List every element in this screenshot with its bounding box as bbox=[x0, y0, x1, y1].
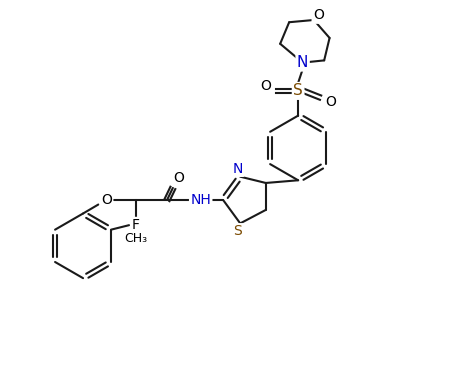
Text: O: O bbox=[173, 171, 184, 185]
Text: O: O bbox=[101, 193, 112, 207]
Text: S: S bbox=[233, 224, 242, 239]
Text: O: O bbox=[260, 79, 271, 93]
Text: S: S bbox=[293, 83, 303, 98]
Text: O: O bbox=[325, 95, 336, 109]
Text: O: O bbox=[313, 8, 324, 23]
Text: N: N bbox=[233, 162, 243, 175]
Text: N: N bbox=[297, 55, 308, 70]
Text: F: F bbox=[132, 218, 140, 232]
Text: CH₃: CH₃ bbox=[124, 232, 147, 245]
Text: NH: NH bbox=[190, 193, 211, 207]
